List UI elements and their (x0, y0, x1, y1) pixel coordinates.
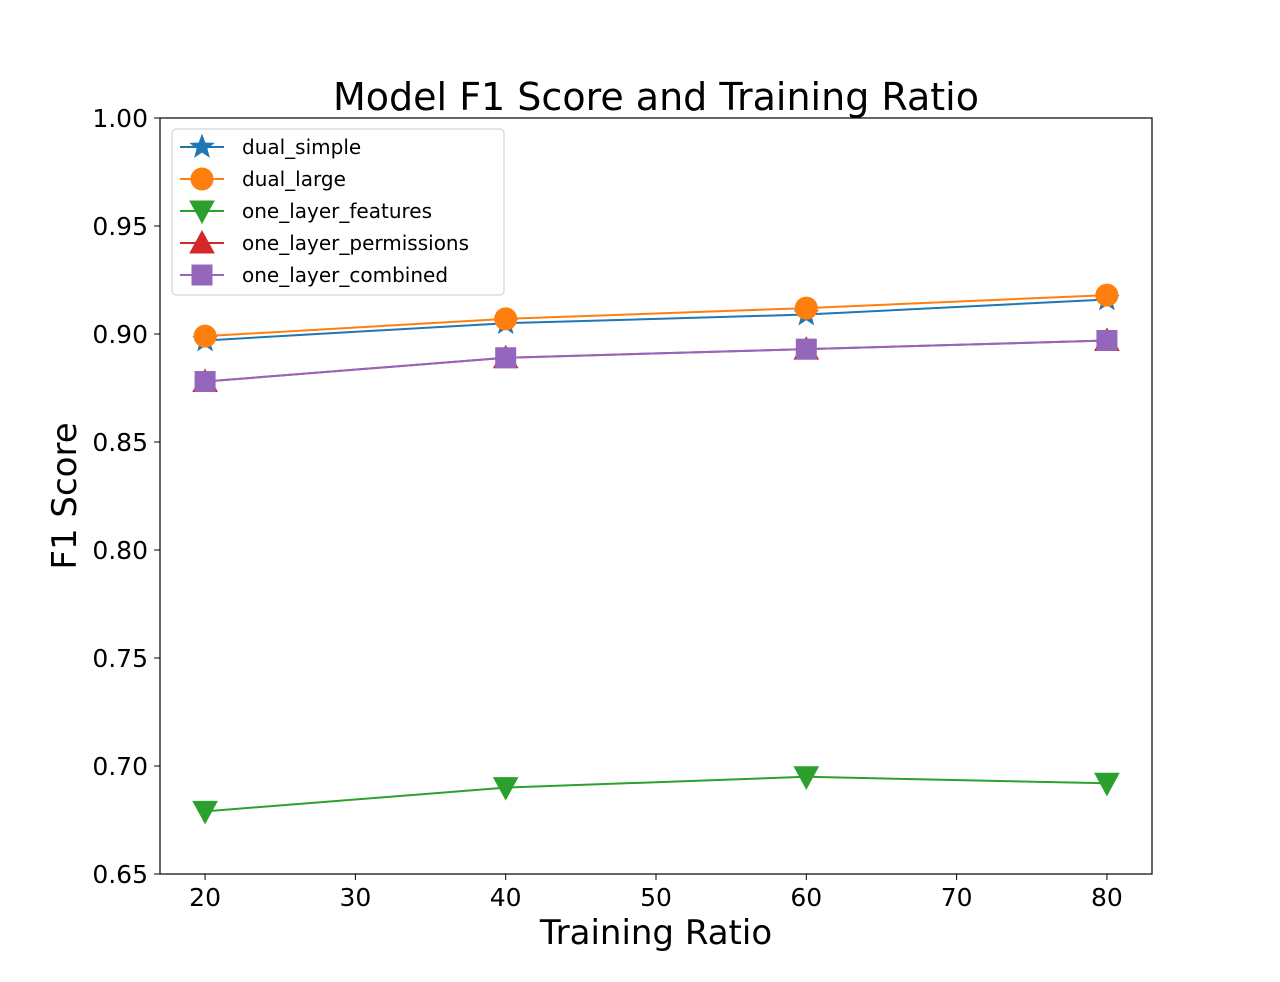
legend-label: dual_large (242, 167, 346, 191)
legend: dual_simple dual_large one_layer_featureso… (171, 128, 505, 296)
y-tick-label: 0.85 (92, 428, 148, 457)
y-tick-label: 0.90 (92, 320, 148, 349)
series-dual-large (193, 283, 1119, 348)
legend-label: one_layer_features (242, 199, 432, 223)
data-point (794, 296, 818, 320)
legend-item-dual-simple: dual_simple (180, 133, 361, 159)
x-tick-label: 30 (339, 883, 371, 912)
series-line (205, 775, 1107, 813)
plot-area (192, 283, 1120, 825)
x-axis-label: Training Ratio (539, 913, 772, 953)
y-tick-label: 0.70 (92, 752, 148, 781)
legend-marker (190, 167, 214, 191)
data-point (1095, 283, 1119, 307)
legend-item-one-layer-features: one_layer_features (180, 199, 432, 225)
data-point (1096, 329, 1118, 351)
legend-label: dual_simple (242, 135, 361, 159)
data-point (1094, 772, 1120, 797)
x-tick-label: 60 (790, 883, 822, 912)
data-point (192, 800, 218, 825)
chart-title: Model F1 Score and Training Ratio (333, 75, 979, 119)
y-tick-label: 0.95 (92, 212, 148, 241)
data-point (194, 371, 216, 393)
axes: 20 30 40 50 60 70 80 0.65 0.70 0.75 0.80 0.85 0.90 0.… (92, 104, 1153, 912)
data-point (492, 777, 519, 801)
legend-marker (189, 133, 215, 158)
legend-label: one_layer_combined (242, 263, 448, 287)
series-line (205, 339, 1107, 383)
legend-marker (189, 200, 215, 225)
series-line (205, 339, 1107, 383)
legend-item-dual-large: dual_large (180, 167, 346, 191)
series-one-layer-combined (194, 329, 1118, 393)
data-point (494, 307, 518, 331)
x-tick-label: 80 (1091, 883, 1123, 912)
x-tick-label: 70 (941, 883, 973, 912)
data-point (793, 766, 820, 790)
data-point (193, 324, 217, 348)
legend-box (171, 128, 505, 296)
legend-marker (191, 264, 213, 286)
y-tick-label: 0.75 (92, 644, 148, 673)
series-dual-simple (192, 285, 1120, 352)
legend-marker (189, 229, 215, 254)
x-tick-label: 40 (490, 883, 522, 912)
series-line (205, 294, 1107, 338)
legend-item-one-layer-combined: one_layer_combined (180, 263, 448, 287)
x-tick-label: 20 (189, 883, 221, 912)
legend-item-one-layer-permissions: one_layer_permissions (180, 229, 469, 255)
y-tick-label: 1.00 (92, 104, 148, 133)
y-axis-label: F1 Score (45, 422, 85, 569)
x-tick-label: 50 (640, 883, 672, 912)
data-point (795, 338, 817, 360)
y-tick-label: 0.80 (92, 536, 148, 565)
legend-label: one_layer_permissions (242, 231, 469, 255)
series-line (205, 298, 1107, 342)
series-one-layer-features (192, 766, 1120, 825)
series-one-layer-permissions (192, 327, 1120, 393)
y-tick-label: 0.65 (92, 860, 148, 889)
data-point (495, 347, 517, 369)
